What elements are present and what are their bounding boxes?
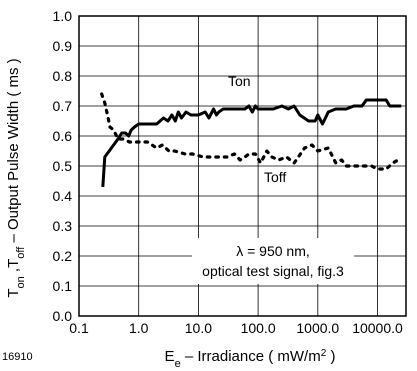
y-axis-label-mid: ,T bbox=[5, 259, 22, 277]
y-tick-label: 0.8 bbox=[53, 68, 73, 84]
series-label-toff: Toff bbox=[264, 169, 286, 185]
y-tick-label: 0.9 bbox=[53, 38, 73, 54]
x-axis-label-rest: – Irradiance ( mW/m bbox=[181, 348, 321, 365]
x-tick-label: 1000.0 bbox=[296, 320, 339, 336]
y-tick-labels: 0.0 0.1 0.2 0.3 0.4 0.5 0.6 0.7 0.8 0.9 1.0 bbox=[53, 8, 73, 324]
x-tick-label: 1.0 bbox=[129, 320, 149, 336]
figure-id: 16910 bbox=[2, 351, 33, 363]
y-tick-label: 0.0 bbox=[53, 308, 73, 324]
y-axis-label-sub-off: off bbox=[15, 246, 27, 259]
annotation-line-1: λ = 950 nm, bbox=[236, 243, 310, 259]
y-axis-label-rest: – Output Pulse Width ( ms ) bbox=[5, 58, 22, 246]
x-tick-label: 0.1 bbox=[69, 320, 89, 336]
series-line-ton bbox=[101, 98, 402, 188]
y-tick-label: 0.3 bbox=[53, 218, 73, 234]
x-axis-label-end: ) bbox=[326, 348, 335, 365]
plot-frame bbox=[78, 15, 407, 317]
x-axis-label-sup: 2 bbox=[321, 348, 327, 359]
series-line-toff bbox=[100, 92, 400, 171]
annotation-line-2: optical test signal, fig.3 bbox=[202, 263, 344, 279]
x-tick-label: 100.0 bbox=[241, 320, 276, 336]
y-tick-label: 0.2 bbox=[53, 248, 73, 264]
x-tick-label: 10000.0 bbox=[352, 320, 403, 336]
y-axis-label-sub-on: on bbox=[15, 276, 27, 288]
x-axis-label: Ee – Irradiance ( mW/m2 ) bbox=[165, 348, 336, 371]
y-axis-label-main: T bbox=[5, 289, 22, 298]
y-axis-label: Ton ,Toff – Output Pulse Width ( ms ) bbox=[5, 58, 27, 297]
y-tick-label: 0.5 bbox=[53, 158, 73, 174]
y-tick-label: 1.0 bbox=[53, 8, 73, 24]
x-tick-label: 10.0 bbox=[185, 320, 212, 336]
y-tick-label: 0.6 bbox=[53, 128, 73, 144]
y-tick-label: 0.7 bbox=[53, 98, 73, 114]
y-tick-label: 0.4 bbox=[53, 188, 73, 204]
annotation-box: λ = 950 nm, optical test signal, fig.3 bbox=[192, 238, 354, 284]
x-axis-label-sub: e bbox=[175, 358, 181, 370]
x-tick-labels: 0.1 1.0 10.0 100.0 1000.0 10000.0 bbox=[69, 320, 403, 336]
y-tick-label: 0.1 bbox=[53, 278, 73, 294]
series-lines bbox=[100, 92, 402, 188]
series-label-ton: Ton bbox=[228, 73, 251, 89]
x-axis-label-main: E bbox=[165, 348, 175, 365]
